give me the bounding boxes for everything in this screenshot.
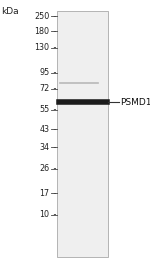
- Text: -: -: [51, 125, 56, 134]
- Text: -: -: [51, 26, 56, 36]
- Text: -: -: [51, 43, 56, 52]
- Text: 34: 34: [39, 143, 50, 152]
- Text: -: -: [51, 68, 56, 77]
- Text: -: -: [51, 210, 56, 219]
- Text: -: -: [51, 189, 56, 198]
- Text: 17: 17: [39, 189, 50, 198]
- Text: 26: 26: [39, 164, 50, 173]
- Text: 180: 180: [34, 26, 50, 36]
- Text: kDa: kDa: [2, 7, 19, 16]
- Text: 72: 72: [39, 84, 50, 93]
- Text: 55: 55: [39, 105, 50, 114]
- Text: 43: 43: [39, 125, 50, 134]
- Text: 95: 95: [39, 68, 50, 77]
- Text: -: -: [51, 105, 56, 114]
- Bar: [57, 11, 108, 257]
- Text: -: -: [51, 12, 56, 21]
- Text: 10: 10: [39, 210, 50, 219]
- Text: -: -: [51, 164, 56, 173]
- Text: -: -: [51, 84, 56, 93]
- Text: 250: 250: [34, 12, 50, 21]
- Text: PSMD1: PSMD1: [120, 98, 150, 107]
- Text: -: -: [51, 143, 56, 152]
- Text: 130: 130: [34, 43, 50, 52]
